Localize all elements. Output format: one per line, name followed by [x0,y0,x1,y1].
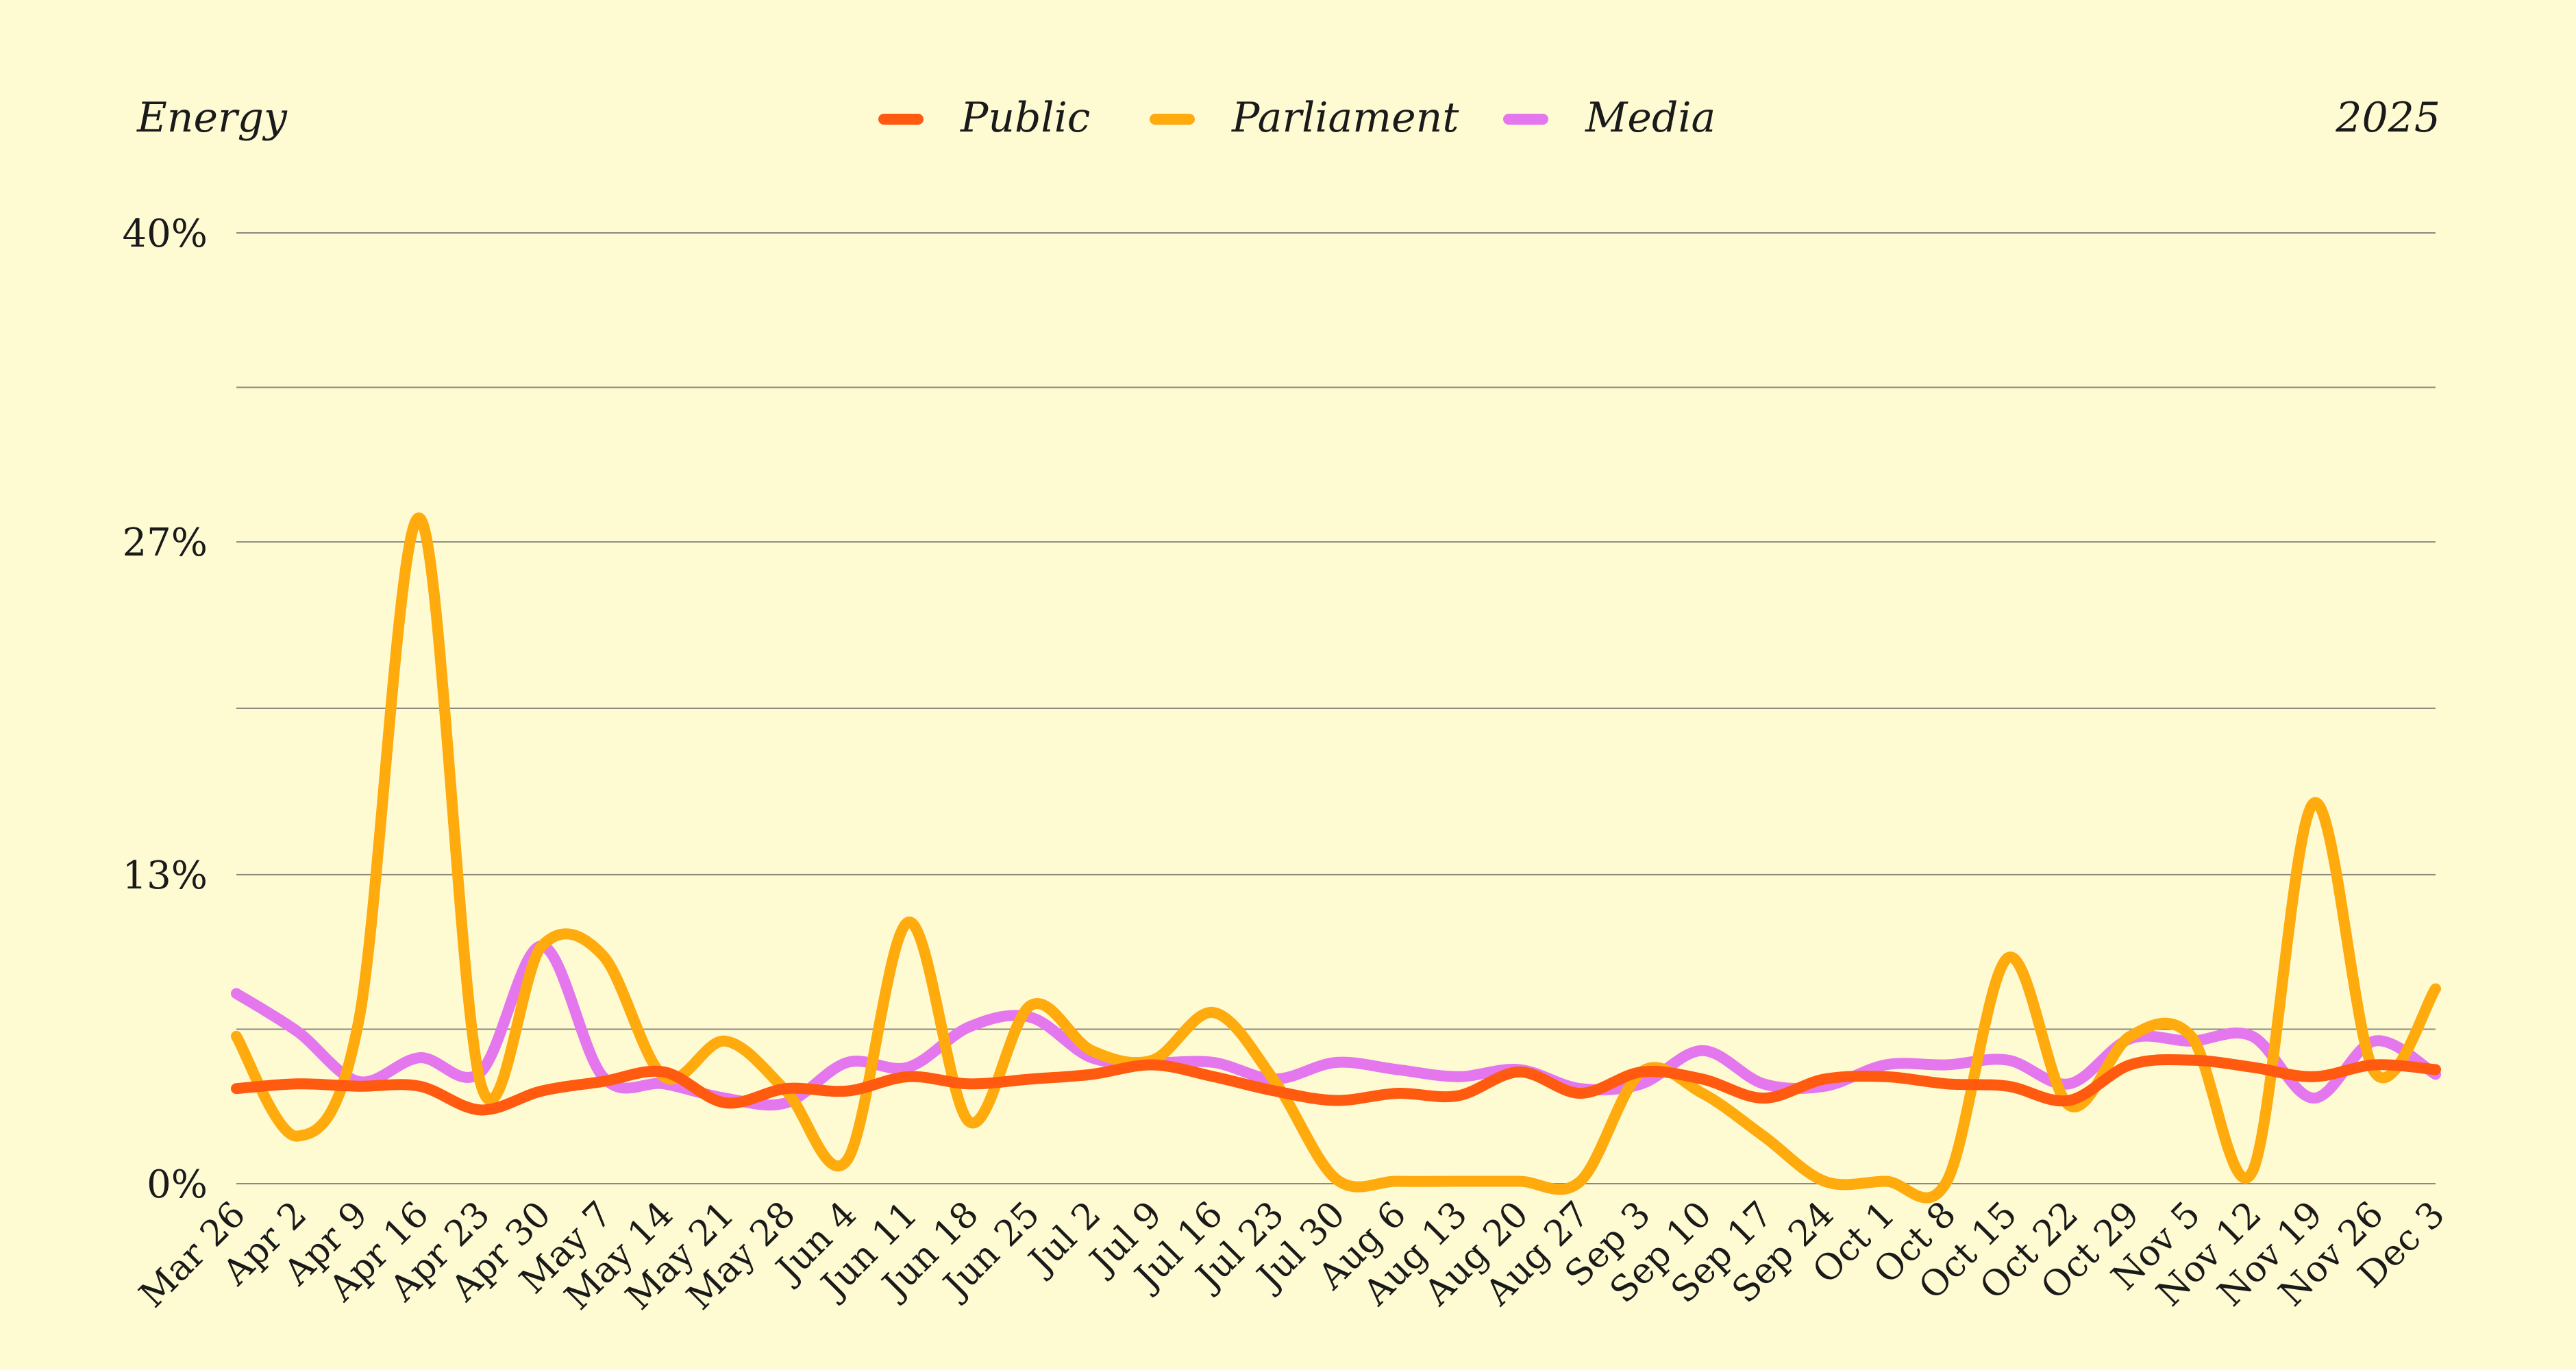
y-tick-label: 0% [147,1162,208,1207]
y-tick-label: 13% [123,854,208,898]
legend: Public Parliament Media [878,94,1716,142]
series-lines [231,512,2441,1204]
series-line-media [231,941,2441,1111]
y-tick-label: 40% [123,212,208,256]
year-label: 2025 [2335,94,2440,142]
y-tick-label: 27% [123,521,208,565]
legend-label-public: Public [960,94,1090,142]
chart-title: Energy [136,94,288,142]
legend-label-media: Media [1585,94,1716,142]
series-line-public [231,1054,2441,1116]
legend-label-parliament: Parliament [1231,94,1459,142]
series-line-parliament [231,512,2441,1204]
y-axis-ticks: 0% 13% 27% 40% [123,212,208,1207]
gridlines [236,232,2436,1184]
